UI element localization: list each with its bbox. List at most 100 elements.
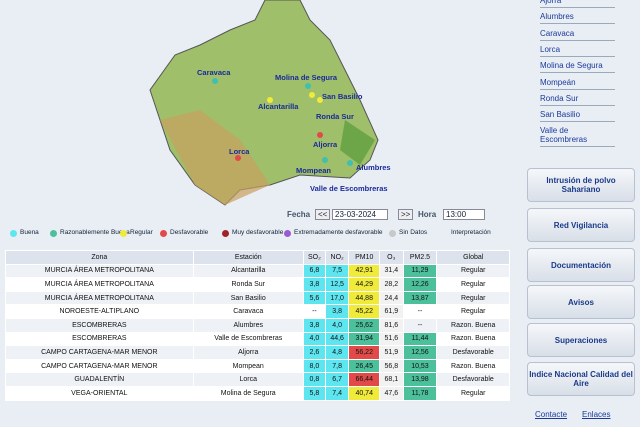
column-header: Zona xyxy=(5,250,194,265)
table-cell: 40,74 xyxy=(348,385,381,401)
table-cell: 11,44 xyxy=(402,331,438,347)
table-cell: Regular xyxy=(436,385,510,401)
column-header: PM10 xyxy=(348,250,381,265)
table-cell: Molina de Segura xyxy=(192,385,304,401)
legend-label: Razonablemente Buena xyxy=(60,229,130,236)
nav-button[interactable]: Intrusión de polvo Sahariano xyxy=(527,168,635,202)
table-cell: Regular xyxy=(436,304,510,319)
table-cell: 10,53 xyxy=(402,358,438,374)
table-cell: 12,5 xyxy=(324,277,350,292)
table-cell: 7,5 xyxy=(324,263,350,279)
table-cell: 3,8 xyxy=(324,304,350,319)
table-cell: MURCIA ÁREA METROPOLITANA xyxy=(5,263,194,279)
terrain xyxy=(340,120,375,165)
footer-link[interactable]: Contacte xyxy=(535,410,568,419)
table-cell: Aljorra xyxy=(192,345,304,360)
legend-label: Regular xyxy=(130,229,153,236)
map xyxy=(149,0,379,206)
legend-swatch xyxy=(120,230,127,237)
table-cell: Valle de Escombreras xyxy=(192,331,304,347)
table-cell: 42,91 xyxy=(348,263,381,279)
legend-label: Extremadamente desfavorable xyxy=(294,229,383,236)
table-row: NOROESTE-ALTIPLANO Caravaca -- 3,8 45,22 61,9… xyxy=(5,304,510,319)
table-cell: 13,87 xyxy=(402,290,438,306)
hour-label: Hora xyxy=(418,210,437,219)
hour-select[interactable]: 13:00 xyxy=(443,209,485,220)
table-cell: 31,94 xyxy=(348,331,381,347)
table-row: VEGA-ORIENTAL Molina de Segura 5,8 7,4 40,74… xyxy=(5,385,510,401)
nav-button[interactable]: Documentación xyxy=(527,248,635,282)
table-cell: Alcantarilla xyxy=(192,263,304,279)
table-row: ESCOMBRERAS Alumbres 3,8 4,0 25,62 81,6 -- Razo… xyxy=(5,317,510,333)
table-cell: NOROESTE-ALTIPLANO xyxy=(5,304,194,319)
date-input[interactable]: 23-03-2024 xyxy=(332,209,388,220)
nav-button[interactable]: Indice Nacional Calidad del Aire xyxy=(527,362,635,396)
station-link[interactable]: Caravaca xyxy=(540,29,615,41)
table-row: MURCIA ÁREA METROPOLITANA San Basilio 5,6 1… xyxy=(5,290,510,306)
table-cell: Regular xyxy=(436,263,510,279)
table-cell: 3,8 xyxy=(302,317,326,333)
table-cell: 44,29 xyxy=(348,277,381,292)
column-header: O₃ xyxy=(379,250,404,265)
station-link[interactable]: Lorca xyxy=(540,45,615,57)
table-cell: 66,44 xyxy=(348,372,381,387)
table-cell: 12,56 xyxy=(402,345,438,360)
next-button[interactable]: >> xyxy=(398,209,414,220)
legend-label: Buena xyxy=(20,229,39,236)
table-cell: 24,4 xyxy=(379,290,404,306)
table-cell: 51,6 xyxy=(379,331,404,347)
table-cell: Desfavorable xyxy=(436,372,510,387)
legend-label: Sin Datos xyxy=(399,229,428,236)
table-cell: Mompean xyxy=(192,358,304,374)
table-cell: Razon. Buena xyxy=(436,358,510,374)
table-cell: 5,6 xyxy=(302,290,326,306)
nav-button[interactable]: Avisos xyxy=(527,285,635,319)
table-cell: 26,45 xyxy=(348,358,381,374)
prev-button[interactable]: << xyxy=(315,209,331,220)
station-link[interactable]: Valle de Escombreras xyxy=(540,126,615,148)
table-cell: 4,0 xyxy=(324,317,350,333)
legend-swatch xyxy=(222,230,229,237)
table-cell: 12,26 xyxy=(402,277,438,292)
table-cell: 13,98 xyxy=(402,372,438,387)
station-link[interactable]: Ajorra xyxy=(540,0,615,8)
table-cell: 5,8 xyxy=(302,385,326,401)
legend-swatch xyxy=(10,230,17,237)
table-cell: 4,0 xyxy=(302,331,326,347)
table-cell: VEGA-ORIENTAL xyxy=(5,385,194,401)
table-cell: 4,8 xyxy=(324,345,350,360)
station-link[interactable]: Molina de Segura xyxy=(540,61,615,74)
table-cell: 7,4 xyxy=(324,385,350,401)
table-cell: 25,62 xyxy=(348,317,381,333)
table-cell: 44,88 xyxy=(348,290,381,306)
table-row: MURCIA ÁREA METROPOLITANA Alcantarilla 6,8… xyxy=(5,263,510,279)
table-cell: -- xyxy=(402,304,438,319)
table-cell: ESCOMBRERAS xyxy=(5,331,194,347)
table-cell: Alumbres xyxy=(192,317,304,333)
table-cell: 6,8 xyxy=(302,263,326,279)
station-link[interactable]: Mompeán xyxy=(540,78,615,90)
station-link[interactable]: San Basilio xyxy=(540,110,615,123)
table-cell: 56,8 xyxy=(379,358,404,374)
table-cell: 7,8 xyxy=(324,358,350,374)
table-cell: Regular xyxy=(436,277,510,292)
table-cell: 11,78 xyxy=(402,385,438,401)
table-cell: 44,6 xyxy=(324,331,350,347)
nav-button[interactable]: Red Vigilancia xyxy=(527,208,635,242)
map-label: Caravaca xyxy=(197,68,231,77)
table-cell: 68,1 xyxy=(379,372,404,387)
map-label: Mompean xyxy=(296,166,332,175)
nav-button[interactable]: Superaciones xyxy=(527,323,635,357)
table-cell: 3,8 xyxy=(302,277,326,292)
table-cell: Ronda Sur xyxy=(192,277,304,292)
help-link[interactable]: Interpretación xyxy=(451,229,491,236)
table-cell: 28,2 xyxy=(379,277,404,292)
table-cell: CAMPO CARTAGENA-MAR MENOR xyxy=(5,345,194,360)
station-link[interactable]: Alumbres xyxy=(540,12,615,25)
map-label: Valle de Escombreras xyxy=(310,184,388,193)
table-cell: 11,29 xyxy=(402,263,438,279)
station-link[interactable]: Ronda Sur xyxy=(540,94,615,106)
date-label: Fecha xyxy=(287,210,311,219)
footer-link[interactable]: Enlaces xyxy=(582,410,611,419)
